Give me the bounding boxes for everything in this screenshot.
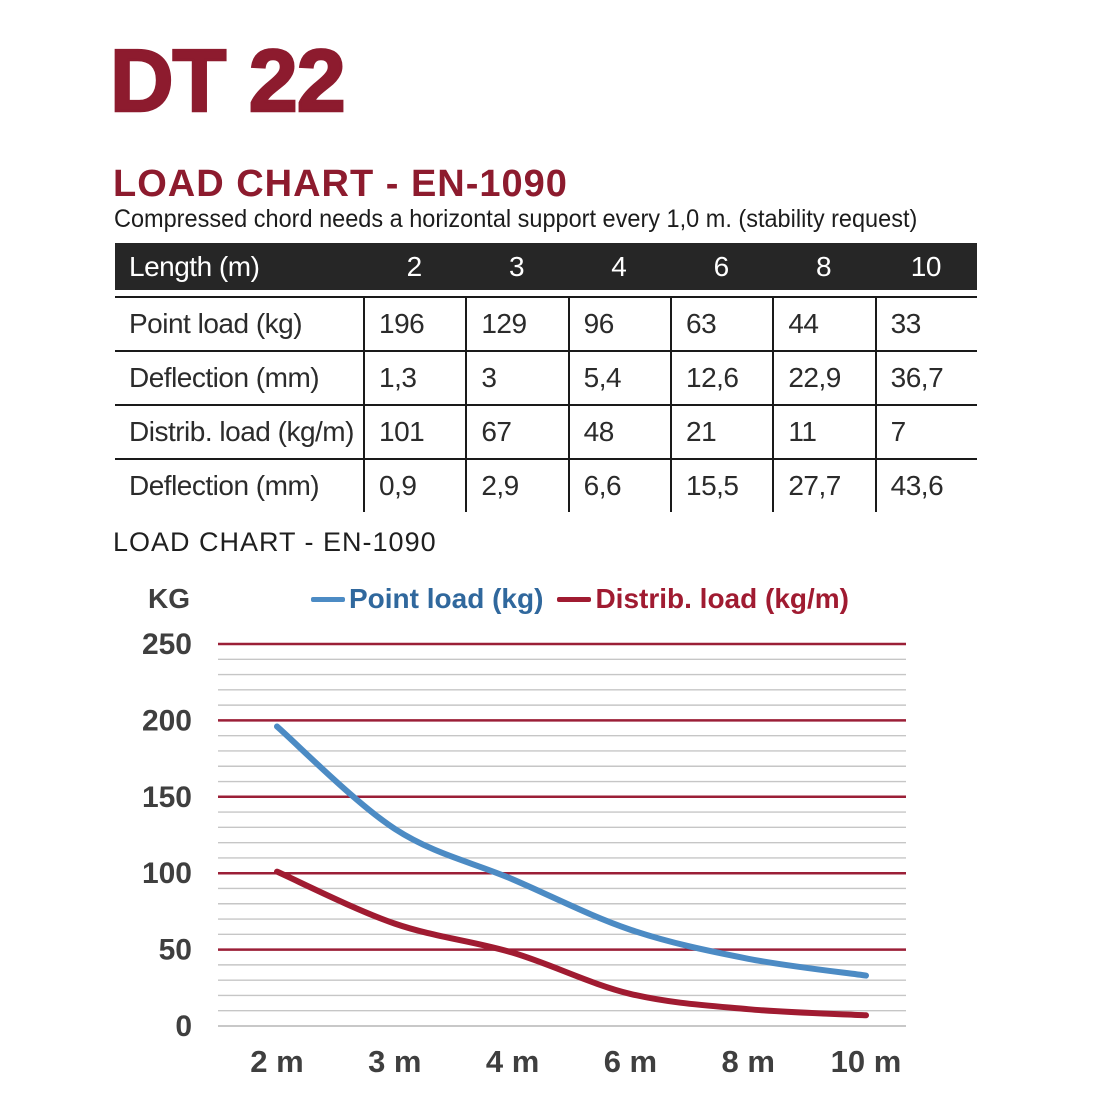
chart-title: LOAD CHART - EN-1090	[113, 527, 437, 557]
series-line-distrib-load-kg-m	[274, 868, 869, 1019]
x-tick-label: 8 m	[721, 1044, 774, 1079]
table-header-col: 6	[713, 250, 730, 282]
series-line-point-load-kg	[274, 723, 869, 979]
x-tick-label: 3 m	[368, 1044, 421, 1079]
table-cell: 63	[670, 298, 772, 350]
table-header-row: Length (m) 2 3 4 6 8 10	[115, 243, 977, 290]
row-label: Point load (kg)	[129, 308, 303, 339]
table-cell: 5,4	[567, 352, 670, 404]
table-cell: 11	[772, 406, 874, 458]
table-header-col: 10	[910, 250, 942, 282]
table-cell: 6,6	[567, 460, 670, 512]
table-header-col: 4	[611, 250, 627, 282]
y-tick-label: 150	[142, 781, 192, 814]
y-tick-label: 50	[159, 934, 192, 967]
table-cell: 101	[363, 406, 465, 458]
table-header-col: 8	[815, 250, 832, 282]
table-cell: 129	[465, 298, 567, 350]
table-cell: 27,7	[772, 460, 874, 512]
table-cell: 1,3	[363, 352, 465, 404]
table-cell: 15,5	[670, 460, 772, 512]
load-table: Length (m) 2 3 4 6 8 10 Point load (kg) …	[115, 243, 977, 512]
table-cell: 2,9	[465, 460, 567, 512]
stability-note: Compressed chord needs a horizontal supp…	[114, 205, 918, 233]
legend-label-distrib-load: Distrib. load (kg/m)	[595, 583, 850, 614]
row-label: Distrib. load (kg/m)	[129, 416, 354, 447]
table-cell: 0,9	[363, 460, 465, 512]
table-cell: 12,6	[670, 352, 772, 404]
table-row: Deflection (mm) 0,9 2,9 6,6 15,5 27,7 43…	[115, 458, 977, 512]
y-axis-unit-label: KG	[148, 583, 190, 614]
table-cell: 67	[465, 406, 567, 458]
table-cell: 3	[465, 352, 567, 404]
table-row: Deflection (mm) 1,3 3 5,4 12,6 22,9 36,7	[115, 350, 977, 404]
row-label: Deflection (mm)	[129, 362, 320, 393]
y-tick-label: 100	[142, 857, 192, 890]
legend-label-point-load: Point load (kg)	[349, 583, 544, 614]
legend-swatch-point-load	[311, 596, 345, 602]
legend-swatch-distrib-load	[557, 596, 592, 602]
table-cell: 7	[874, 406, 977, 458]
chart-legend: Point load (kg) Distrib. load (kg/m)	[311, 583, 863, 615]
table-cell: 33	[874, 298, 977, 350]
y-tick-label: 250	[142, 628, 192, 661]
load-chart-heading: LOAD CHART - EN-1090	[113, 163, 568, 205]
x-tick-label: 2 m	[250, 1044, 303, 1079]
x-tick-label: 6 m	[604, 1044, 657, 1079]
table-cell: 96	[567, 298, 670, 350]
x-tick-label: 4 m	[486, 1044, 539, 1079]
table-header-label: Length (m)	[129, 250, 260, 282]
load-chart-plot: 0 50 100 150 200 250 2 m 3 m 4 m 6 m 8 m 10 m	[142, 628, 906, 1079]
table-header-col: 3	[508, 250, 525, 282]
x-tick-label: 10 m	[831, 1044, 902, 1079]
table-cell: 22,9	[772, 352, 874, 404]
product-title: DT 22	[109, 30, 347, 132]
table-cell: 44	[772, 298, 874, 350]
table-cell: 21	[670, 406, 772, 458]
table-body: Point load (kg) 196 129 96 63 44 33 Defl…	[115, 296, 977, 512]
table-cell: 48	[567, 406, 670, 458]
table-header-col: 2	[406, 250, 423, 282]
table-row: Point load (kg) 196 129 96 63 44 33	[115, 296, 977, 350]
table-cell: 43,6	[874, 460, 977, 512]
row-label: Deflection (mm)	[129, 470, 320, 501]
table-cell: 36,7	[874, 352, 977, 404]
table-cell: 196	[363, 298, 465, 350]
y-tick-label: 200	[142, 704, 192, 737]
table-row: Distrib. load (kg/m) 101 67 48 21 11 7	[115, 404, 977, 458]
y-tick-label: 0	[175, 1010, 192, 1043]
